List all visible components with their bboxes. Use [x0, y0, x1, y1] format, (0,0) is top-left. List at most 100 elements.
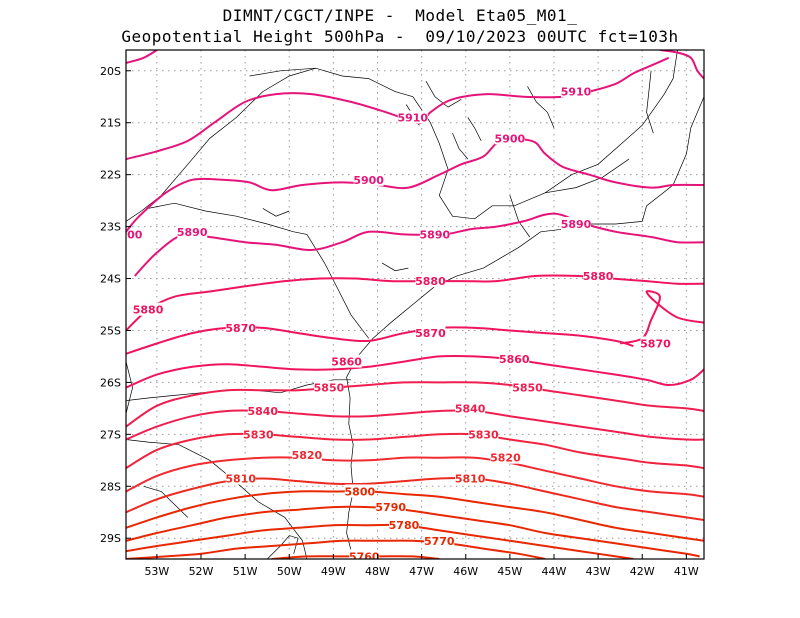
- contour-label-bg: [247, 403, 278, 417]
- contour-label-5870: 5870: [415, 327, 446, 340]
- contour-labels: 5910 5910 5900 5900 5890 5890 5890 5880 5880 5880…: [127, 84, 671, 563]
- contour-5840: [126, 409, 704, 441]
- contour-label-5910: 5910: [397, 112, 428, 125]
- contour-label-bg: [455, 471, 486, 485]
- lat-tick-label: 28S: [100, 480, 121, 493]
- contour-label-5790: 5790: [375, 501, 406, 514]
- contour-label-5890: 5890: [177, 226, 208, 239]
- contour-label-5810: 5810: [455, 472, 486, 485]
- coastline-segment: [509, 195, 530, 238]
- contour-label-edge: 00: [127, 228, 143, 241]
- contour-label-bg: [419, 227, 450, 241]
- lon-tick-label: 52W: [189, 565, 214, 578]
- contour-label-5870: 5870: [640, 337, 671, 350]
- contour-label-5870: 5870: [225, 322, 256, 335]
- contour-label-bg: [225, 320, 256, 334]
- coastline-segment: [126, 361, 133, 414]
- contour-5910: [126, 56, 670, 161]
- contour-label-bg: [468, 427, 499, 441]
- map-title-line-2: Geopotential Height 500hPa - 09/10/2023 …: [121, 27, 679, 46]
- contour-label-bg: [375, 500, 406, 514]
- lon-tick-label: 45W: [497, 565, 522, 578]
- contour-5870: [126, 326, 634, 355]
- contour-label-bg: [499, 352, 530, 366]
- contour-label-5850: 5850: [314, 382, 345, 395]
- contour-label-5860: 5860: [331, 356, 362, 369]
- contour-label-5810: 5810: [225, 472, 256, 485]
- contour-label-5770: 5770: [424, 535, 455, 548]
- lon-tick-label: 46W: [453, 565, 478, 578]
- contour-label-bg: [225, 471, 256, 485]
- contour-5830: [126, 432, 704, 470]
- lat-tick-label: 26S: [100, 376, 121, 389]
- lon-tick-label: 41W: [674, 565, 699, 578]
- lat-tick-label: 27S: [100, 428, 121, 441]
- lat-tick-label: 21S: [100, 117, 121, 130]
- lat-tick-label: 29S: [100, 532, 121, 545]
- contour-label-5830: 5830: [468, 428, 499, 441]
- coastline-segment: [646, 70, 654, 134]
- contour-5910: [659, 50, 704, 80]
- lon-tick-label: 42W: [630, 565, 655, 578]
- axis-ticks: 53W 52W 51W 50W 49W 48W 47W 46W 45W 44W 43W 42W 41W 2…: [100, 65, 699, 578]
- coastline-segment: [452, 132, 469, 160]
- contour-label-bg: [561, 84, 592, 98]
- contour-label-5800: 5800: [345, 485, 376, 498]
- contour-label-bg: [313, 380, 344, 394]
- contour-5880: [126, 274, 704, 332]
- contour-5890: [134, 212, 704, 277]
- coastline-segment: [527, 86, 555, 129]
- height-contours: [126, 50, 704, 559]
- contour-label-bg: [243, 427, 274, 441]
- contour-label-bg: [455, 401, 486, 415]
- coastline-segment: [262, 208, 290, 217]
- contour-label-5840: 5840: [455, 402, 486, 415]
- coastline-and-borders: [126, 50, 704, 559]
- contour-5880: [619, 290, 704, 345]
- coastline-segment: [266, 535, 299, 559]
- lon-tick-label: 50W: [277, 565, 302, 578]
- lon-tick-label: 49W: [321, 565, 346, 578]
- contour-label-bg: [133, 302, 164, 316]
- contour-5810: [126, 476, 704, 521]
- contour-label-5880: 5880: [583, 270, 614, 283]
- contour-label-5860: 5860: [499, 353, 530, 366]
- map-frame: [125, 49, 705, 560]
- contour-label-5760: 5760: [349, 550, 380, 563]
- coastline-segment: [425, 81, 462, 108]
- lon-tick-label: 47W: [409, 565, 434, 578]
- coastline-segment: [249, 50, 678, 220]
- contour-5860: [126, 354, 704, 389]
- contour-label-5820: 5820: [292, 449, 323, 462]
- lon-tick-label: 48W: [365, 565, 390, 578]
- contour-label-5890: 5890: [420, 228, 451, 241]
- contour-label-bg: [344, 484, 375, 498]
- contour-label-5900: 5900: [353, 174, 384, 187]
- contour-5820: [126, 456, 704, 498]
- contour-5780: [126, 523, 634, 559]
- coastline-segment: [545, 158, 630, 194]
- contour-5800: [126, 490, 704, 542]
- contour-5850: [126, 381, 704, 428]
- contour-label-5850: 5850: [512, 382, 543, 395]
- contour-label-5890: 5890: [561, 218, 592, 231]
- contour-label-bg: [291, 448, 322, 462]
- contour-label-5910: 5910: [561, 86, 592, 99]
- lon-tick-label: 44W: [542, 565, 567, 578]
- coastline-segment: [148, 202, 369, 339]
- contour-label-5830: 5830: [243, 428, 274, 441]
- contour-label-5880: 5880: [415, 275, 446, 288]
- contour-label-bg: [424, 533, 455, 547]
- contour-label-bg: [640, 336, 671, 350]
- contour-label-bg: [512, 380, 543, 394]
- contour-5910: [126, 50, 158, 64]
- coastline-segment: [467, 117, 482, 142]
- contour-label-bg: [494, 131, 525, 145]
- lon-tick-label: 53W: [144, 565, 169, 578]
- contour-label-bg: [397, 110, 428, 124]
- contour-label-5840: 5840: [247, 405, 278, 418]
- contour-label-bg: [561, 216, 592, 230]
- contour-label-bg: [353, 172, 384, 186]
- contour-label-bg: [349, 549, 380, 559]
